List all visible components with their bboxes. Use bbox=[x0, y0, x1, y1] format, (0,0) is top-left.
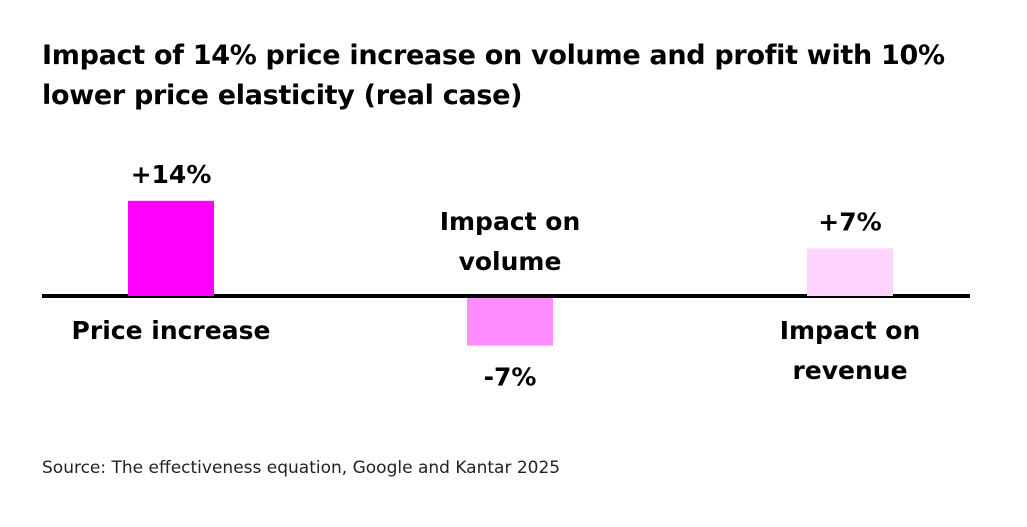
chart-title: Impact of 14% price increase on volume a… bbox=[42, 40, 945, 111]
data-label-1: -7% bbox=[484, 363, 537, 392]
category-label-1: Impact on volume bbox=[440, 207, 581, 276]
bar-2 bbox=[807, 248, 893, 296]
data-label-0: +14% bbox=[131, 160, 212, 189]
bar-0 bbox=[128, 200, 214, 296]
bar-1 bbox=[467, 298, 553, 346]
data-label-2: +7% bbox=[818, 207, 881, 236]
source-note: Source: The effectiveness equation, Goog… bbox=[42, 458, 561, 478]
category-label-0: Price increase bbox=[72, 316, 271, 345]
category-label-2: Impact on revenue bbox=[780, 316, 921, 385]
